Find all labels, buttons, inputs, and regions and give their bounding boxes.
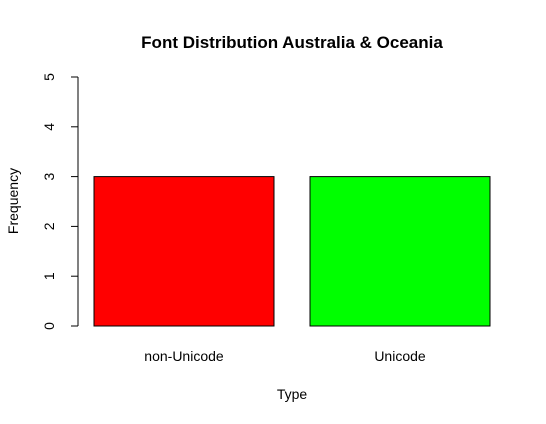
chart-title: Font Distribution Australia & Oceania	[141, 33, 443, 52]
y-axis-label: Frequency	[5, 168, 21, 234]
x-tick-label-non-unicode: non-Unicode	[144, 348, 224, 364]
bar-unicode	[309, 176, 491, 327]
y-tick-label-0: 0	[41, 322, 57, 330]
x-axis-label: Type	[277, 386, 308, 402]
bars	[93, 176, 491, 327]
y-axis-ticks: 0 1 2 3 4 5	[41, 73, 78, 330]
bar-non-unicode	[93, 176, 275, 327]
y-tick-label-1: 1	[41, 272, 57, 280]
y-tick-label-5: 5	[41, 73, 57, 81]
y-tick-label-4: 4	[41, 123, 57, 131]
x-tick-label-unicode: Unicode	[374, 348, 426, 364]
x-axis-tick-labels: non-Unicode Unicode	[144, 348, 426, 364]
y-tick-label-3: 3	[41, 172, 57, 180]
y-tick-label-2: 2	[41, 222, 57, 230]
